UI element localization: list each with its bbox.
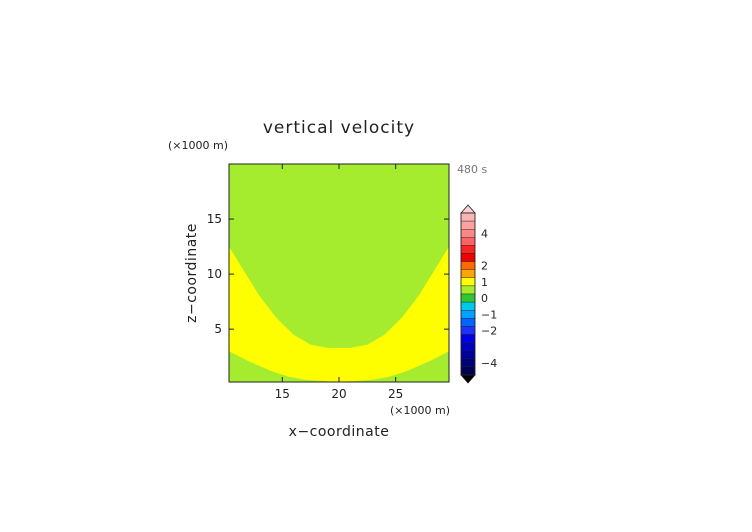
x-axis-label: x−coordinate <box>289 424 390 440</box>
plot-area <box>228 163 450 383</box>
colorbar-segment <box>460 269 476 279</box>
colorbar-segment <box>460 334 476 343</box>
colorbar-segment <box>460 245 476 254</box>
y-axis: 5 10 15 <box>207 212 449 336</box>
colorbar-segment <box>460 358 476 368</box>
x-tick-label: 20 <box>331 387 346 401</box>
colorbar-segment <box>460 318 476 327</box>
colorbar-tick-label: 0 <box>481 292 488 305</box>
colorbar-segment <box>460 220 476 230</box>
colorbar-segment <box>460 228 476 238</box>
colorbar: 4 2 1 0 −1 −2 −4 <box>460 204 497 384</box>
colorbar-segment <box>460 277 476 287</box>
colorbar-segment <box>460 285 476 295</box>
colorbar-tick-label: −1 <box>481 308 497 321</box>
x-unit-label: (×1000 m) <box>390 404 450 417</box>
colorbar-segment <box>460 342 476 351</box>
y-tick-label: 5 <box>214 322 222 336</box>
y-tick-label: 10 <box>207 267 222 281</box>
colorbar-over-triangle <box>460 204 476 214</box>
colorbar-segment <box>460 366 476 376</box>
x-tick-label: 25 <box>388 387 403 401</box>
colorbar-segment <box>460 350 476 360</box>
x-axis: 15 20 25 <box>275 164 403 401</box>
colorbar-segment <box>460 212 476 222</box>
colorbar-segment <box>460 237 476 246</box>
colorbar-under-triangle <box>460 374 476 384</box>
colorbar-segment <box>460 253 476 262</box>
colorbar-frame <box>460 212 476 376</box>
colorbar-segment <box>460 326 476 335</box>
x-tick-label: 15 <box>275 387 290 401</box>
y-axis-label: z−coordinate <box>184 223 200 323</box>
colorbar-tick-label: 4 <box>481 227 488 240</box>
y-unit-label: (×1000 m) <box>168 139 228 152</box>
colorbar-tick-label: −2 <box>481 324 497 337</box>
y-tick-label: 15 <box>207 212 222 226</box>
field-region-yellow <box>229 246 449 382</box>
time-label: 480 s <box>457 163 487 176</box>
colorbar-segment <box>460 301 476 311</box>
colorbar-tick-label: 2 <box>481 260 488 273</box>
colorbar-segment <box>460 293 476 303</box>
colorbar-segment <box>460 261 476 270</box>
colorbar-segment <box>460 310 476 319</box>
chart-title: vertical velocity <box>263 118 415 138</box>
colorbar-tick-label: −4 <box>481 357 497 370</box>
colorbar-tick-label: 1 <box>481 276 488 289</box>
